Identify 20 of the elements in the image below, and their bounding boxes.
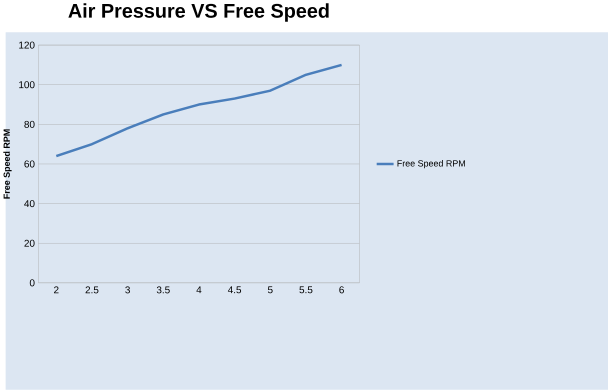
x-tick-label: 4.5	[228, 286, 242, 294]
y-tick-label: 40	[24, 200, 35, 208]
x-tick-label: 2	[54, 286, 59, 294]
y-tick-label: 20	[24, 240, 35, 247]
x-tick-label: 3	[125, 286, 130, 294]
y-tick-label: 100	[19, 81, 35, 88]
x-tick-label: 5	[268, 286, 273, 294]
x-tick-label: 3.5	[156, 286, 170, 294]
y-tick-label: 60	[24, 160, 35, 168]
y-axis-title: Free Speed RPM	[3, 129, 12, 199]
chart-title: Air Pressure VS Free Speed	[68, 3, 329, 22]
y-tick-label: 80	[24, 120, 35, 128]
legend-label: Free Speed RPM	[398, 160, 465, 168]
x-tick-label: 6	[339, 286, 344, 294]
y-tick-label: 0	[30, 279, 35, 286]
x-tick-label: 4	[196, 286, 202, 294]
y-tick-label: 120	[19, 42, 35, 49]
line-series	[55, 64, 343, 158]
x-tick-label: 5.5	[299, 286, 312, 294]
x-tick-label: 2.5	[86, 286, 98, 294]
